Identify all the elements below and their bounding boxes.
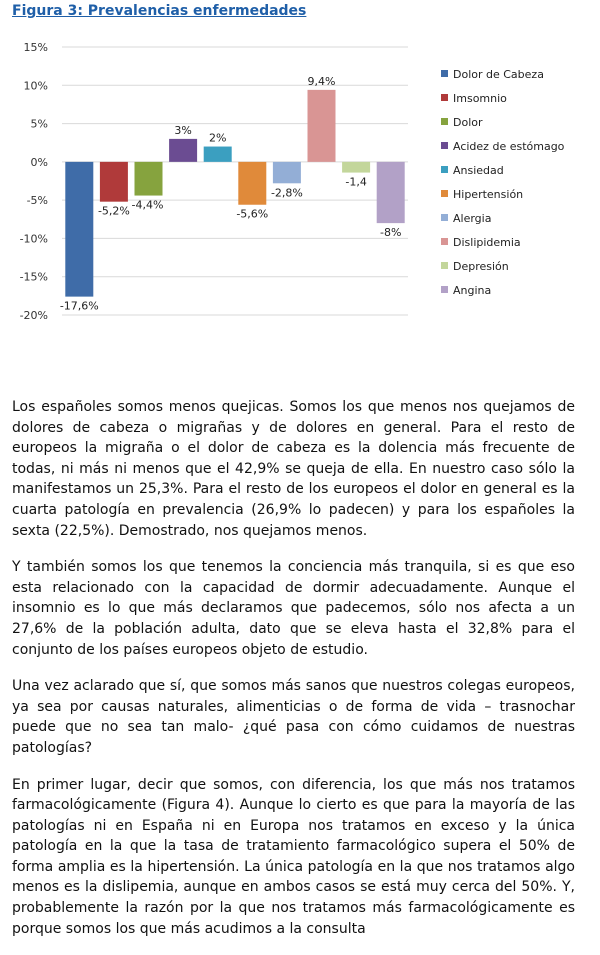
legend: Dolor de Cabeza Imsomnio Dolor Acidez de es… [441, 68, 565, 297]
y-tick-label: 0% [31, 156, 48, 169]
y-tick-label: -5% [27, 194, 48, 207]
legend-swatch [441, 94, 448, 101]
legend-entry: Ansiedad [453, 164, 504, 177]
legend-entry: Hipertensión [453, 188, 523, 201]
bar [342, 161, 371, 173]
legend-swatch [441, 142, 448, 149]
data-label: 2% [209, 132, 226, 145]
data-label: -5,6% [236, 208, 268, 221]
legend-swatch [441, 238, 448, 245]
legend-swatch [441, 70, 448, 77]
bar [307, 89, 336, 162]
y-tick-label: 15% [24, 41, 48, 54]
data-label: 3% [174, 124, 191, 137]
legend-entry: Imsomnio [453, 92, 507, 105]
legend-entry: Depresión [453, 260, 509, 273]
paragraph: Y también somos los que tenemos la conci… [12, 559, 575, 658]
data-label: -5,2% [98, 205, 130, 218]
legend-entry: Acidez de estómago [453, 140, 565, 153]
prevalence-bar-chart: 15% 10% 5% 0% -5% -10% -15% -20% -17,6% -5,2% -4,… [20, 41, 565, 322]
bar [99, 161, 128, 202]
paragraph: Una vez aclarado que sí, que somos más s… [12, 678, 575, 756]
legend-entry: Dolor [453, 116, 483, 129]
bar [272, 161, 301, 184]
y-tick-label: -20% [20, 309, 48, 322]
y-tick-label: 5% [31, 118, 48, 131]
data-label: -1,4 [345, 176, 366, 189]
data-labels: -17,6% -5,2% -4,4% 3% 2% -5,6%-2,8% 9,4% -1,4 -8… [60, 75, 402, 313]
legend-swatch [441, 190, 448, 197]
bar [203, 146, 232, 162]
paragraph: Los españoles somos menos quejicas. Somo… [12, 399, 575, 539]
y-tick-label: 10% [24, 79, 48, 92]
article-body: Los españoles somos menos quejicas. Somo… [12, 397, 575, 955]
legend-entry: Dolor de Cabeza [453, 68, 544, 81]
legend-entry: Angina [453, 284, 491, 297]
legend-swatch [441, 166, 448, 173]
legend-swatch [441, 214, 448, 221]
bar [169, 138, 198, 162]
paragraph: En primer lugar, decir que somos, con di… [12, 776, 575, 937]
legend-entry: Alergia [453, 212, 491, 225]
bars [65, 89, 405, 297]
bar [65, 161, 94, 297]
bar [376, 161, 405, 224]
y-axis-ticks: 15% 10% 5% 0% -5% -10% -15% -20% [20, 41, 48, 322]
legend-entry: Dislipidemia [453, 236, 521, 249]
legend-swatch [441, 286, 448, 293]
data-label: -8% [380, 226, 401, 239]
bar [238, 161, 267, 205]
y-tick-label: -15% [20, 271, 48, 284]
y-tick-label: -10% [20, 232, 48, 245]
data-label: -4,4% [132, 199, 164, 212]
data-label: -2,8% [271, 186, 303, 199]
legend-swatch [441, 262, 448, 269]
data-label: -17,6% [60, 300, 99, 313]
figure-title: Figura 3: Prevalencias enfermedades [12, 3, 307, 19]
legend-swatch [441, 118, 448, 125]
bar [134, 161, 163, 196]
data-label: 9,4% [308, 75, 336, 88]
